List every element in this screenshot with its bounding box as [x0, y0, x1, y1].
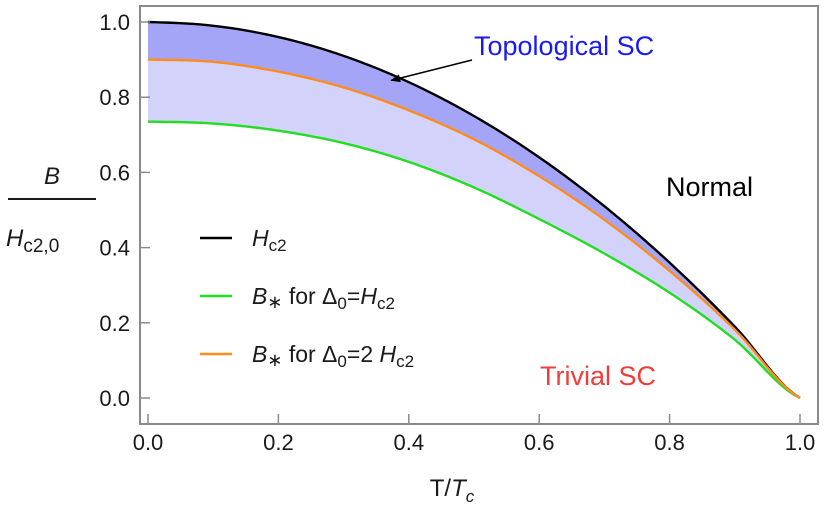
fill-region-0: [148, 22, 800, 398]
x-tick-label: 0.6: [524, 430, 555, 455]
annotation-normal: Normal: [666, 172, 753, 202]
annotation-arrow: [390, 59, 473, 83]
series-lines: [147, 20, 801, 400]
ylabel-denominator-sub: c2,0: [23, 236, 59, 257]
legend: Hc2 B∗ for Δ0=Hc2 B∗ for Δ0=2 Hc2: [200, 225, 414, 371]
axis-ticks: 0.0 0.2 0.4 0.6 0.8 1.0 0.0 0.2 0.4 0.6 0.8 1.0: [99, 10, 815, 455]
svg-text:Hc2: Hc2: [252, 225, 287, 255]
annotation-trivial-sc: Trivial SC: [540, 361, 656, 391]
ylabel-denominator: H: [6, 225, 24, 252]
plot-frame: [139, 5, 819, 425]
x-tick-label: 1.0: [785, 430, 816, 455]
y-tick-label: 0.4: [99, 236, 130, 261]
series-line-b2: [147, 58, 801, 400]
svg-text:B∗ for Δ0=Hc2: B∗ for Δ0=Hc2: [252, 283, 395, 313]
x-tick-label: 0.0: [133, 430, 164, 455]
y-tick-label: 0.2: [99, 311, 130, 336]
x-axis-label: T/Tc: [430, 475, 475, 506]
svg-text:B∗ for Δ0=2 Hc2: B∗ for Δ0=2 Hc2: [252, 341, 414, 371]
fill-region-1: [148, 59, 800, 398]
x-tick-label: 0.4: [394, 430, 425, 455]
y-axis-label: B Hc2,0: [6, 163, 96, 257]
x-tick-label: 0.2: [263, 430, 294, 455]
region-fills: [148, 22, 800, 398]
y-tick-label: 0.6: [99, 160, 130, 185]
series-line-b1: [147, 120, 801, 400]
ylabel-numerator: B: [44, 163, 60, 190]
svg-text:B: B: [44, 163, 60, 190]
annotation-topological-sc: Topological SC: [474, 31, 654, 61]
y-tick-label: 1.0: [99, 10, 130, 35]
y-tick-label: 0.8: [99, 85, 130, 110]
y-tick-label: 0.0: [99, 386, 130, 411]
x-tick-label: 0.8: [654, 430, 685, 455]
series-line-hc2: [147, 20, 801, 400]
svg-text:Hc2,0: Hc2,0: [6, 225, 59, 257]
